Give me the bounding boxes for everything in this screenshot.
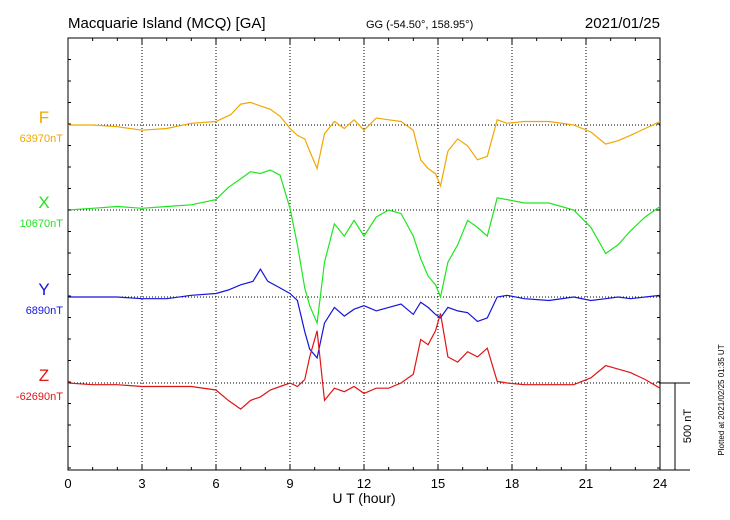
station-title: Macquarie Island (MCQ) [GA]: [68, 15, 266, 32]
station-coordinates: GG (-54.50°, 158.95°): [366, 19, 473, 31]
series-labels: F 63970nT X 10670nT Y 6890nT Z -62690nT: [16, 108, 63, 403]
scale-bar-label: 500 nT: [682, 409, 694, 444]
series-baseline-f: 63970nT: [20, 133, 64, 145]
x-tick-label: 0: [64, 476, 71, 491]
series-name-z: Z: [39, 366, 49, 385]
series-line-x: [67, 169, 661, 326]
series-baseline-z: -62690nT: [16, 391, 63, 403]
header: Macquarie Island (MCQ) [GA] GG (-54.50°,…: [68, 15, 660, 32]
x-axis-label: U T (hour): [332, 490, 395, 506]
x-tick-label: 18: [505, 476, 519, 491]
x-tick-label: 9: [286, 476, 293, 491]
series-name-x: X: [38, 193, 49, 212]
x-tick-label: 24: [653, 476, 667, 491]
series-line-y: [68, 268, 661, 360]
series-baseline-x: 10670nT: [20, 218, 64, 230]
x-tick-label: 3: [138, 476, 145, 491]
x-tick-label: 21: [579, 476, 593, 491]
series-lines: [67, 101, 661, 410]
series-name-f: F: [39, 108, 49, 127]
series-baseline-y: 6890nT: [26, 305, 64, 317]
x-tick-label: 6: [212, 476, 219, 491]
series-name-y: Y: [38, 280, 49, 299]
series-line-z: [67, 313, 661, 410]
x-axis: 0 3 6 9 12 15 18 21 24: [64, 38, 667, 491]
x-tick-label: 12: [357, 476, 371, 491]
plotted-timestamp: Plotted at 2021/02/25 01:35 UT: [717, 344, 726, 455]
series-line-f: [68, 101, 661, 188]
x-tick-label: 15: [431, 476, 445, 491]
plot-date: 2021/01/25: [585, 15, 660, 32]
grid: [68, 38, 660, 470]
scale-bar: 500 nT: [660, 382, 694, 471]
